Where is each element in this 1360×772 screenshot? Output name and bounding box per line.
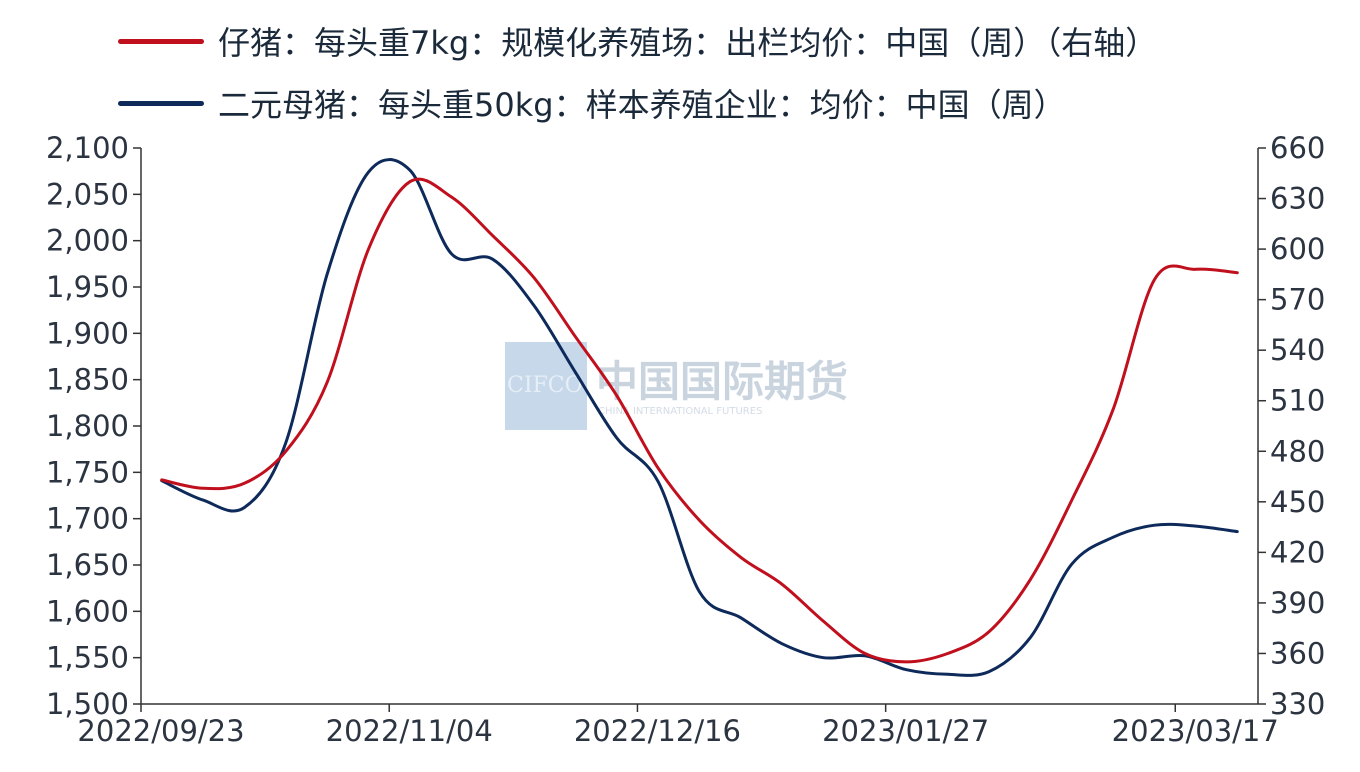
y-right-tick-label: 570 — [1270, 283, 1325, 317]
y-right-tick-label: 390 — [1270, 586, 1325, 620]
y-left-tick-label: 1,750 — [46, 455, 129, 489]
y-right-tick-label: 540 — [1270, 333, 1325, 367]
y-right-tick-label: 660 — [1270, 131, 1325, 165]
watermark-company-cn: 中国国际期货 — [596, 357, 848, 406]
legend-label-piglet: 仔猪：每头重7kg：规模化养殖场：出栏均价：中国（周）（右轴） — [218, 24, 1158, 62]
y-left-tick-label: 2,050 — [46, 177, 129, 211]
series-layer — [160, 158, 1239, 677]
x-tick-label: 2023/03/17 — [1112, 714, 1279, 748]
y-left-tick-label: 1,500 — [46, 687, 129, 721]
legend-item-piglet: 仔猪：每头重7kg：规模化养殖场：出栏均价：中国（周）（右轴） — [118, 18, 1157, 64]
watermark: CIFCO 中国国际期货 CHINA INTERNATIONAL FUTURES — [505, 342, 848, 430]
y-left-tick-label: 1,800 — [46, 409, 129, 443]
y-right-tick-label: 510 — [1270, 384, 1325, 418]
y-left-tick-label: 1,700 — [46, 502, 129, 536]
y-left-tick-label: 2,000 — [46, 224, 129, 258]
y-left-tick-label: 2,100 — [46, 131, 129, 165]
watermark-company-en: CHINA INTERNATIONAL FUTURES — [598, 406, 762, 417]
x-tick-label: 2023/01/27 — [822, 714, 989, 748]
y-left-tick-label: 1,550 — [46, 641, 129, 675]
legend-item-sow: 二元母猪：每头重50kg：样本养殖企业：均价：中国（周） — [118, 80, 1066, 126]
y-right-tick-label: 480 — [1270, 434, 1325, 468]
y-right-tick-label: 600 — [1270, 232, 1325, 266]
legend-label-sow: 二元母猪：每头重50kg：样本养殖企业：均价：中国（周） — [218, 86, 1066, 124]
y-left-tick-label: 1,850 — [46, 363, 129, 397]
y-right-tick-label: 360 — [1270, 636, 1325, 670]
series-line-piglet — [160, 177, 1239, 664]
y-left-tick-label: 1,600 — [46, 594, 129, 628]
y-left-tick-label: 1,950 — [46, 270, 129, 304]
y-left-tick-label: 1,650 — [46, 548, 129, 582]
y-right-tick-label: 630 — [1270, 182, 1325, 216]
y-left-tick-label: 1,900 — [46, 316, 129, 350]
watermark-logo-text: CIFCO — [507, 373, 583, 398]
x-tick-label: 2022/09/23 — [77, 714, 244, 748]
y-right-tick-label: 420 — [1270, 535, 1325, 569]
x-tick-label: 2022/11/04 — [326, 714, 493, 748]
legend-swatch-sow — [118, 100, 204, 106]
legend-swatch-piglet — [118, 38, 204, 44]
y-right-tick-label: 450 — [1270, 485, 1325, 519]
y-right-tick-label: 330 — [1270, 687, 1325, 721]
series-line-sow — [160, 158, 1239, 677]
axes: 1,500 1,550 1,600 1,650 1,700 1,750 1,800 1,850… — [46, 131, 1325, 748]
x-tick-label: 2022/12/16 — [574, 714, 741, 748]
watermark-logo-box — [505, 342, 587, 430]
